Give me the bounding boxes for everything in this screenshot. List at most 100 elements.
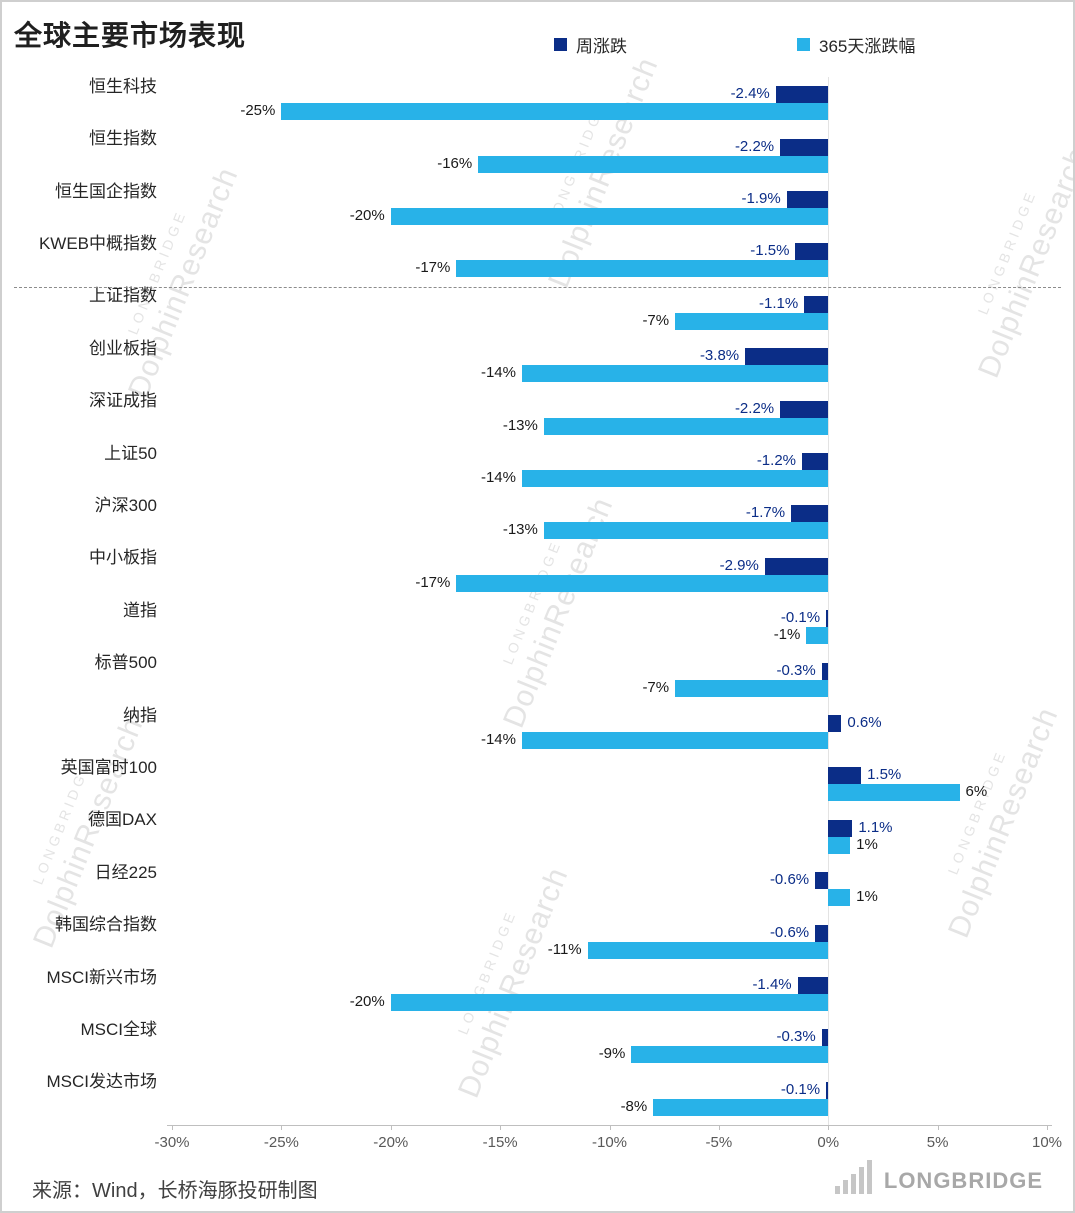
bar-365d xyxy=(522,365,829,383)
bar-week xyxy=(815,872,829,890)
bar-365d xyxy=(390,994,829,1011)
chart-title: 全球主要市场表现 xyxy=(14,20,247,51)
value-label-365d: -20% xyxy=(349,207,385,224)
value-label-365d: -16% xyxy=(437,154,473,172)
value-label-365d: -14% xyxy=(480,364,516,382)
longbridge-logo: LONGBRIDGE xyxy=(834,1160,1043,1194)
legend-label-week: 周涨跌 xyxy=(576,37,627,56)
category-label: MSCI新兴市场 xyxy=(46,967,158,987)
category-label: 德国DAX xyxy=(88,810,157,830)
bar-week xyxy=(828,715,842,732)
watermark: LONGBRIDGE DolphinResearch xyxy=(924,695,1066,943)
value-label-week: -1.7% xyxy=(745,504,786,522)
bar-365d xyxy=(522,732,829,749)
bar-week xyxy=(775,86,829,104)
watermark-small-text: LONGBRIDGE xyxy=(974,187,1040,317)
value-label-week: -0.6% xyxy=(769,871,810,889)
value-label-365d: -1% xyxy=(773,626,801,644)
value-label-week: -2.4% xyxy=(730,85,770,103)
axis-tick xyxy=(500,1125,502,1130)
value-label-365d: -17% xyxy=(415,259,451,277)
category-label: 上证指数 xyxy=(89,286,157,306)
brand-name: LONGBRIDGE xyxy=(883,1168,1043,1193)
value-label-week: -1.4% xyxy=(752,976,792,993)
bar-365d xyxy=(543,417,829,435)
axis-tick xyxy=(172,1125,173,1130)
watermark-large-text: DolphinResearch xyxy=(542,53,665,293)
category-label: MSCI全球 xyxy=(80,1019,158,1039)
axis-tick xyxy=(937,1125,939,1130)
watermark-large-text: DolphinResearch xyxy=(942,702,1065,943)
bar-week xyxy=(828,819,853,837)
axis-tick xyxy=(828,1125,830,1130)
bar-365d xyxy=(806,627,829,645)
bar-week xyxy=(804,295,829,313)
axis-tick xyxy=(1047,1125,1048,1130)
value-label-365d: -9% xyxy=(598,1045,626,1063)
legend-item-week: 周涨跌 xyxy=(554,32,627,57)
value-label-365d: 1% xyxy=(856,888,878,906)
category-label: 上证50 xyxy=(104,443,157,463)
value-label-week: -1.1% xyxy=(759,294,799,312)
value-label-365d: -20% xyxy=(349,993,385,1010)
value-label-365d: -14% xyxy=(480,731,516,748)
value-label-365d: -13% xyxy=(502,416,538,434)
value-label-week: -0.1% xyxy=(780,609,821,627)
value-label-365d: -7% xyxy=(642,678,670,696)
bar-365d xyxy=(281,103,829,121)
bar-week xyxy=(828,767,862,785)
bar-365d xyxy=(631,1046,829,1064)
value-label-week: -0.3% xyxy=(776,661,816,679)
value-label-week: 1.1% xyxy=(858,818,893,836)
axis-tick xyxy=(609,1125,611,1130)
value-label-week: -1.9% xyxy=(741,190,781,207)
axis-tick-label: -5% xyxy=(705,1134,733,1151)
watermark-small-text: LONGBRIDGE xyxy=(499,537,565,667)
watermark-large-text: DolphinResearch xyxy=(972,142,1075,383)
axis-tick-label: -30% xyxy=(154,1134,190,1151)
value-label-365d: -11% xyxy=(547,940,582,958)
bar-week xyxy=(826,1081,829,1099)
category-label: 创业板指 xyxy=(89,338,157,358)
category-label: 纳指 xyxy=(123,705,157,725)
value-label-week: 1.5% xyxy=(867,766,902,784)
equalizer-bars-icon xyxy=(834,1160,872,1194)
axis-tick xyxy=(281,1125,283,1130)
axis-tick-label: 0% xyxy=(817,1134,840,1151)
category-label: 恒生国企指数 xyxy=(55,181,157,201)
bar-week xyxy=(780,400,829,418)
value-label-week: -3.8% xyxy=(699,347,740,365)
axis-tick xyxy=(390,1125,392,1130)
bar-week xyxy=(802,453,829,470)
category-label: MSCI发达市场 xyxy=(46,1072,158,1092)
watermark-small-text: LONGBRIDGE xyxy=(454,907,520,1037)
axis-tick-label: -15% xyxy=(482,1134,518,1151)
value-label-week: -2.2% xyxy=(734,137,775,155)
category-label: 英国富时100 xyxy=(60,757,157,777)
category-label: 中小板指 xyxy=(89,548,157,568)
category-label: 深证成指 xyxy=(89,391,157,411)
source-note: 来源：Wind，长桥海豚投研制图 xyxy=(32,1180,318,1202)
separator-line xyxy=(14,286,1061,288)
value-label-365d: 6% xyxy=(965,783,988,801)
value-label-week: -2.2% xyxy=(734,399,775,417)
bar-365d xyxy=(478,155,829,173)
axis-tick-label: -20% xyxy=(373,1134,409,1151)
bar-365d xyxy=(543,522,829,540)
bar-week xyxy=(791,505,829,523)
legend-swatch-week-icon xyxy=(554,38,567,51)
bar-week xyxy=(826,610,829,628)
value-label-week: -0.1% xyxy=(780,1080,821,1098)
bar-week xyxy=(786,191,829,208)
value-label-365d: -17% xyxy=(415,573,451,591)
bar-week xyxy=(821,662,829,680)
category-label: 恒生科技 xyxy=(89,76,157,96)
bar-week xyxy=(745,348,829,366)
bar-week xyxy=(797,977,829,994)
bar-365d xyxy=(390,208,829,225)
axis-tick-label: 10% xyxy=(1031,1134,1063,1151)
value-label-365d: -8% xyxy=(620,1097,648,1115)
bar-365d xyxy=(675,679,829,697)
bar-365d xyxy=(653,1098,829,1116)
value-label-week: 0.6% xyxy=(847,714,882,731)
